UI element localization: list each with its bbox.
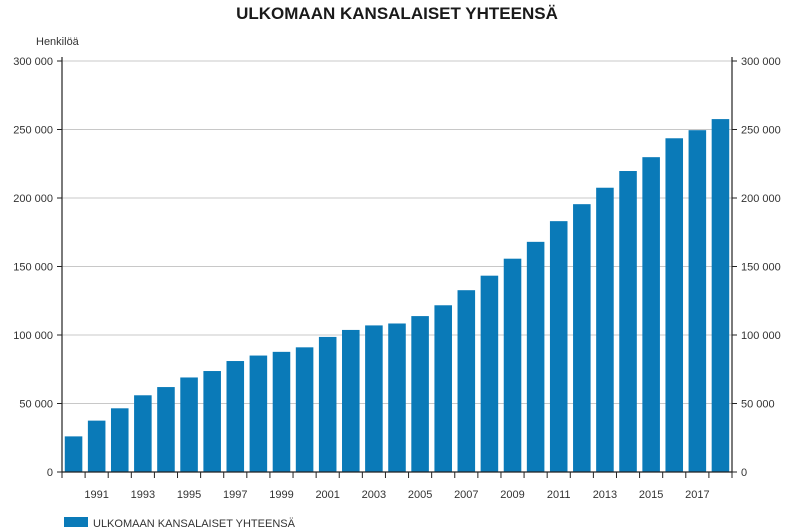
bar-1996 bbox=[203, 371, 221, 472]
bar-2003 bbox=[365, 325, 383, 472]
y-tick-label-right: 200 000 bbox=[741, 193, 781, 205]
x-tick-label: 2013 bbox=[593, 489, 617, 501]
x-tick-label: 2005 bbox=[408, 489, 432, 501]
y-ticks-right: 0 50 000 100 000 150 000 200 000 250 000 300 0… bbox=[732, 56, 781, 479]
bar-2011 bbox=[549, 221, 568, 472]
y-tick-label-left: 250 000 bbox=[13, 125, 53, 137]
x-tick-label: 1995 bbox=[177, 489, 201, 501]
y-tick-label-left: 150 000 bbox=[13, 262, 53, 274]
x-ticks: 1991 1993 1995 1997 1999 2001 2003 2005 2007 2009… bbox=[61, 472, 733, 501]
y-tick-label-left: 50 000 bbox=[19, 399, 53, 411]
x-tick-label: 2007 bbox=[454, 489, 478, 501]
bar-2016 bbox=[665, 138, 684, 472]
bar-1997 bbox=[226, 361, 245, 472]
y-tick-label-right: 150 000 bbox=[741, 262, 781, 274]
bar-2009 bbox=[503, 258, 522, 472]
bar-1992 bbox=[110, 408, 129, 472]
bar-2004 bbox=[388, 323, 406, 472]
bar-2014 bbox=[619, 171, 637, 472]
bar-2005 bbox=[411, 316, 429, 472]
x-tick-label: 1997 bbox=[223, 489, 247, 501]
bars bbox=[64, 119, 730, 473]
x-tick-label: 1999 bbox=[269, 489, 293, 501]
y-tick-label-right: 300 000 bbox=[741, 56, 781, 68]
y-ticks-left: 0 50 000 100 000 150 000 200 000 250 000 300 0… bbox=[13, 56, 62, 479]
y-tick-label-left: 100 000 bbox=[13, 330, 53, 342]
x-tick-label: 2015 bbox=[639, 489, 663, 501]
x-tick-label: 1993 bbox=[131, 489, 155, 501]
bar-2006 bbox=[434, 305, 452, 472]
legend-label: ULKOMAAN KANSALAISET YHTEENSÄ bbox=[93, 518, 296, 530]
y-tick-label-left: 300 000 bbox=[13, 56, 53, 68]
bar-2013 bbox=[596, 187, 614, 473]
y-tick-label-right: 0 bbox=[741, 467, 747, 479]
y-tick-label-left: 200 000 bbox=[13, 193, 53, 205]
bar-2017 bbox=[688, 130, 707, 472]
bar-2008 bbox=[480, 275, 499, 472]
x-tick-label: 1991 bbox=[84, 489, 108, 501]
bar-2015 bbox=[642, 157, 660, 473]
bar-1998 bbox=[249, 355, 268, 472]
axes bbox=[61, 57, 733, 473]
bar-1995 bbox=[180, 377, 198, 472]
legend-swatch bbox=[64, 517, 88, 527]
bar-2012 bbox=[573, 204, 591, 473]
bar-1994 bbox=[157, 387, 175, 472]
bar-1991 bbox=[87, 420, 106, 473]
y-tick-label-left: 0 bbox=[47, 467, 53, 479]
bar-1990 bbox=[64, 436, 83, 472]
x-tick-label: 2009 bbox=[500, 489, 524, 501]
bar-2002 bbox=[342, 329, 360, 472]
bar-1993 bbox=[134, 395, 152, 472]
bar-2018 bbox=[711, 119, 730, 472]
y-axis-label: Henkilöä bbox=[36, 36, 80, 48]
legend: ULKOMAAN KANSALAISET YHTEENSÄ bbox=[64, 517, 296, 530]
bar-2001 bbox=[318, 336, 337, 472]
bar-1999 bbox=[272, 351, 291, 472]
x-tick-label: 2001 bbox=[315, 489, 339, 501]
chart-title: ULKOMAAN KANSALAISET YHTEENSÄ bbox=[236, 4, 558, 23]
bar-2007 bbox=[457, 290, 476, 472]
y-tick-label-right: 250 000 bbox=[741, 125, 781, 137]
y-tick-label-right: 100 000 bbox=[741, 330, 781, 342]
bar-2000 bbox=[295, 347, 314, 472]
bar-2010 bbox=[526, 241, 545, 472]
x-tick-label: 2011 bbox=[547, 489, 571, 501]
y-tick-label-right: 50 000 bbox=[741, 399, 775, 411]
x-tick-label: 2003 bbox=[362, 489, 386, 501]
x-tick-label: 2017 bbox=[685, 489, 709, 501]
